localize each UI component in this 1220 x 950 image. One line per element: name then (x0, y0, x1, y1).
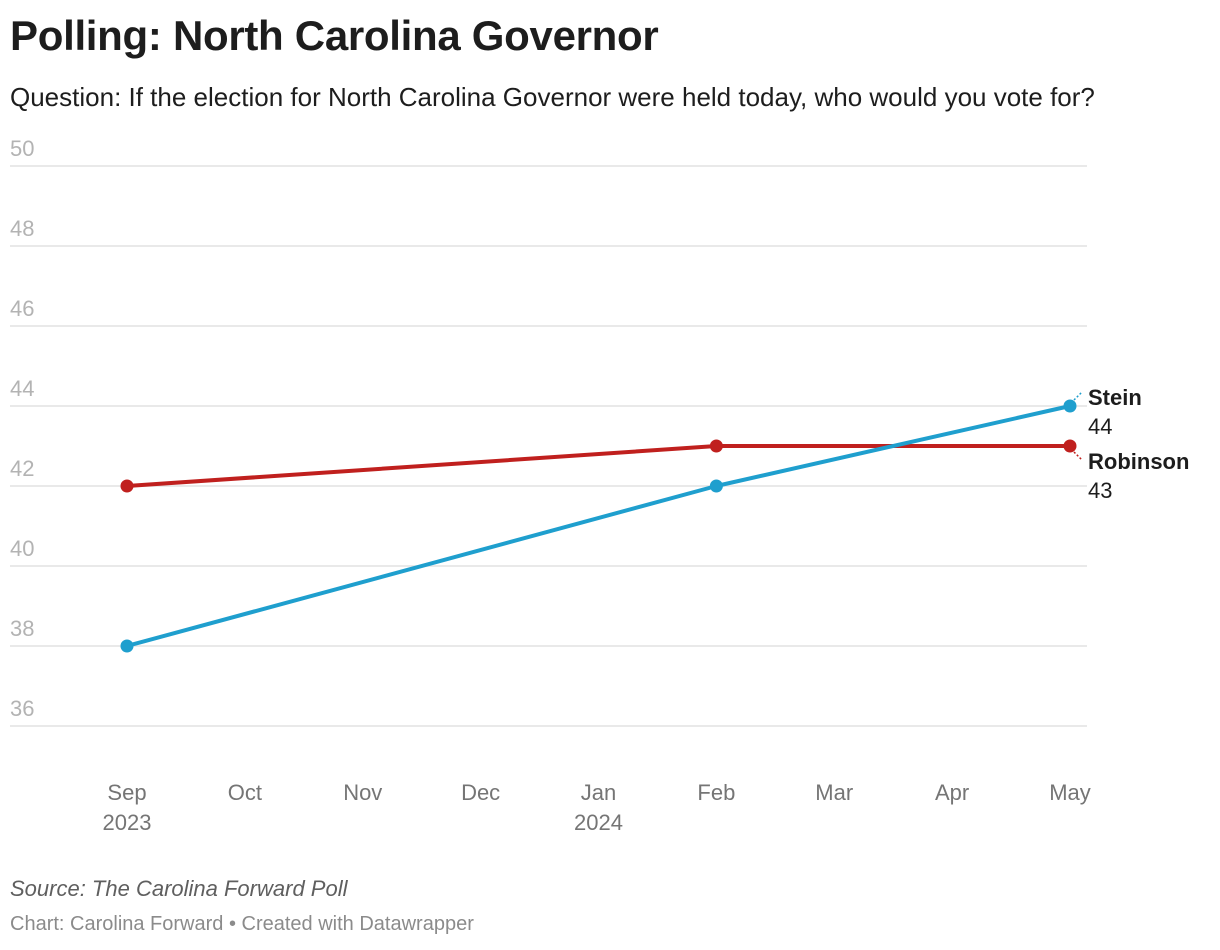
stein-line (126, 404, 1071, 648)
series (120, 399, 1077, 653)
x-tick-label: May (1049, 780, 1091, 805)
y-tick-label: 48 (10, 216, 34, 241)
series-labels: Robinson 43 Stein 44 (1073, 385, 1189, 503)
y-tick-label: 50 (10, 136, 34, 161)
stein-point (709, 479, 723, 493)
robinson-series-label: Robinson (1088, 449, 1189, 474)
robinson-point (709, 439, 723, 453)
robinson-point (120, 479, 134, 493)
gridlines (10, 165, 1087, 727)
x-tick-label: Nov (343, 780, 382, 805)
x-tick-year-label: 2024 (574, 810, 623, 835)
y-tick-label: 40 (10, 536, 34, 561)
x-tick-label: Jan (581, 780, 616, 805)
robinson-label-connector (1073, 451, 1083, 461)
robinson-line (126, 444, 1070, 488)
x-axis: Sep 2023 Oct Nov Dec Jan 2024 Feb Mar Apr May (103, 780, 1091, 835)
x-tick-label: Mar (815, 780, 853, 805)
stein-point (120, 639, 134, 653)
x-tick-label: Sep (107, 780, 146, 805)
stein-point (1063, 399, 1077, 413)
source-note: Source: The Carolina Forward Poll (10, 876, 348, 901)
chart-credit: Chart: Carolina Forward • Created with D… (10, 913, 474, 935)
y-tick-label: 42 (10, 456, 34, 481)
x-tick-label: Feb (697, 780, 735, 805)
stein-value-label: 44 (1088, 414, 1112, 439)
y-axis: 50 48 46 44 42 40 38 36 (10, 136, 34, 721)
y-tick-label: 36 (10, 696, 34, 721)
y-tick-label: 44 (10, 376, 34, 401)
line-chart: 50 48 46 44 42 40 38 36 Sep 2023 Oct Nov Dec Jan 2024… (10, 136, 1189, 835)
x-tick-year-label: 2023 (103, 810, 152, 835)
stein-label-connector (1073, 391, 1083, 401)
x-tick-label: Apr (935, 780, 969, 805)
chart-subtitle: Question: If the election for North Caro… (10, 82, 1095, 112)
chart-title: Polling: North Carolina Governor (10, 12, 659, 59)
x-tick-label: Dec (461, 780, 500, 805)
y-tick-label: 38 (10, 616, 34, 641)
x-tick-label: Oct (228, 780, 262, 805)
y-tick-label: 46 (10, 296, 34, 321)
stein-series-label: Stein (1088, 385, 1142, 410)
robinson-value-label: 43 (1088, 478, 1112, 503)
robinson-point (1063, 439, 1077, 453)
